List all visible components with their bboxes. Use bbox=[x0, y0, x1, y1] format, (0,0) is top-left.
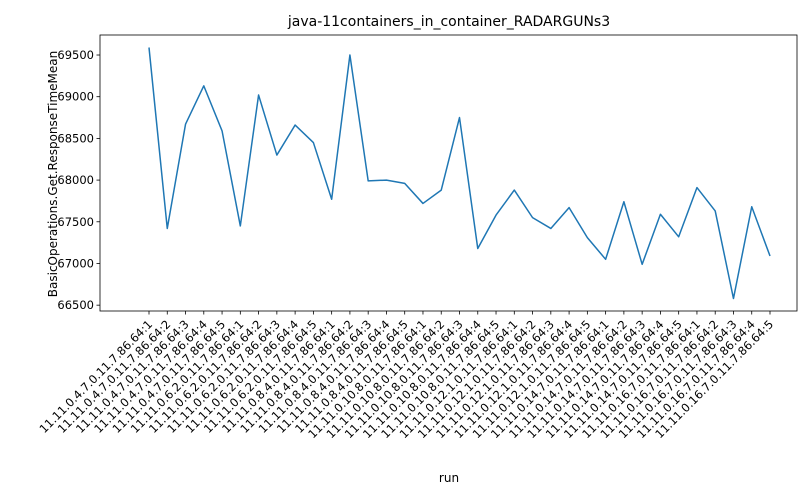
x-axis-label: run bbox=[439, 471, 459, 485]
y-tick-label: 66500 bbox=[57, 298, 94, 312]
y-tick-label: 69000 bbox=[57, 90, 94, 104]
y-tick-label: 67000 bbox=[57, 256, 94, 270]
y-tick-label: 68000 bbox=[57, 173, 94, 187]
plot-area: 6650067000675006800068500690006950011.11… bbox=[36, 34, 798, 441]
y-axis-label: BasicOperations.Get.ResponseTimeMean bbox=[46, 51, 60, 297]
chart-title: java-11containers_in_container_RADARGUNs… bbox=[287, 14, 610, 30]
series-line bbox=[148, 47, 771, 300]
y-tick-label: 68500 bbox=[57, 131, 94, 145]
y-tick-label: 69500 bbox=[57, 48, 94, 62]
plot-frame bbox=[99, 34, 798, 312]
y-tick-label: 67500 bbox=[57, 215, 94, 229]
